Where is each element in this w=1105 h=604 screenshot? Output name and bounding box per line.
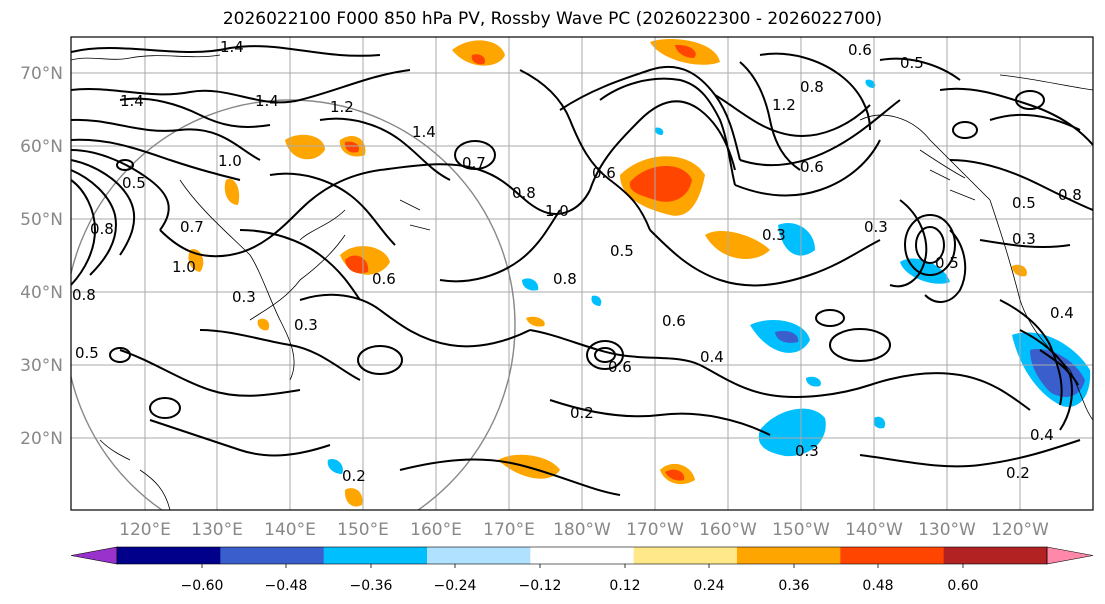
colorbar-segment (943, 547, 1048, 564)
lon-label: 150°W (772, 520, 830, 540)
colorbar-extend-low (70, 546, 118, 565)
lon-label: 170°E (483, 520, 535, 540)
contour-label: 0.7 (180, 218, 204, 236)
contour-label: 0.6 (848, 41, 872, 59)
contour-label: 0.6 (592, 164, 616, 182)
latitude-labels: 70°N 60°N 50°N 40°N 30°N 20°N (20, 64, 63, 449)
contour-label: 1.4 (120, 92, 144, 110)
lat-label-40n: 40°N (20, 283, 63, 303)
colorbar: −0.60 −0.48 −0.36 −0.24 −0.12 0.12 0.24 … (70, 546, 1094, 594)
colorbar-tick-label: −0.36 (350, 578, 393, 594)
colorbar-segments (70, 546, 1094, 568)
colorbar-frame (116, 546, 1048, 565)
contour-label: 0.3 (864, 218, 888, 236)
colorbar-tick-label: −0.60 (181, 578, 224, 594)
contour-label: 0.8 (1058, 186, 1082, 204)
colorbar-tick-label: 0.12 (609, 578, 640, 594)
closed-contours (109, 90, 1045, 419)
contour-label: 0.2 (1006, 464, 1030, 482)
colorbar-extend-high (1046, 546, 1094, 565)
contour-label: 0.3 (1012, 230, 1036, 248)
lat-label-50n: 50°N (20, 210, 63, 230)
colorbar-segment (220, 547, 325, 564)
contour-label: 0.5 (122, 174, 146, 192)
colorbar-segment (530, 547, 635, 564)
contour-label: 0.7 (462, 154, 486, 172)
contour-label: 1.0 (545, 202, 569, 220)
lat-label-30n: 30°N (20, 356, 63, 376)
colorbar-tick-label: 0.24 (693, 578, 724, 594)
contour-labels: 1.4 1.4 1.4 1.2 1.4 1.0 0.5 0.8 0.7 1.0 … (72, 38, 1082, 485)
colorbar-segment (117, 547, 221, 564)
lon-label: 180°W (553, 520, 611, 540)
contour-label: 0.6 (372, 270, 396, 288)
map-title: 2026022100 F000 850 hPa PV, Rossby Wave … (222, 9, 883, 29)
contour-label: 0.4 (1030, 426, 1054, 444)
colorbar-segment (840, 547, 945, 564)
contour-label: 1.2 (330, 98, 354, 116)
contour-label: 0.6 (662, 312, 686, 330)
contour-label: 0.2 (570, 404, 594, 422)
colorbar-segment (633, 547, 738, 564)
lon-label: 140°E (264, 520, 316, 540)
colorbar-tick-label: 0.60 (947, 578, 978, 594)
colorbar-segment (737, 547, 841, 564)
colorbar-segment (323, 547, 428, 564)
contour-label: 1.4 (412, 123, 436, 141)
lon-label: 120°W (991, 520, 1049, 540)
longitude-labels: 120°E 130°E 140°E 150°E 160°E 170°E 180°… (119, 520, 1049, 540)
contour-label: 0.3 (232, 288, 256, 306)
lon-label: 150°E (337, 520, 389, 540)
contour-label: 1.4 (220, 38, 244, 56)
lon-label: 160°W (699, 520, 757, 540)
contour-label: 1.0 (172, 258, 196, 276)
contour-label: 0.8 (800, 78, 824, 96)
contour-label: 0.3 (795, 442, 819, 460)
lon-label: 160°E (410, 520, 462, 540)
contour-label: 0.8 (90, 220, 114, 238)
contour-label: 0.8 (553, 270, 577, 288)
lon-label: 130°W (918, 520, 976, 540)
colorbar-tick-label: −0.48 (265, 578, 308, 594)
contour-label: 0.3 (294, 316, 318, 334)
lat-label-60n: 60°N (20, 137, 63, 157)
colorbar-tick-label: −0.12 (519, 578, 562, 594)
reference-circle (71, 99, 516, 510)
map-panel: 1.4 1.4 1.4 1.2 1.4 1.0 0.5 0.8 0.7 1.0 … (71, 37, 1093, 510)
colorbar-ticks: −0.60 −0.48 −0.36 −0.24 −0.12 0.12 0.24 … (181, 578, 979, 594)
pv-contours (71, 45, 1093, 496)
contour-label: 0.5 (75, 344, 99, 362)
lon-label: 170°W (626, 520, 684, 540)
contour-label: 1.4 (255, 92, 279, 110)
contour-label: 0.3 (762, 226, 786, 244)
lat-label-20n: 20°N (20, 429, 63, 449)
contour-label: 0.8 (512, 184, 536, 202)
colorbar-tick-label: −0.24 (434, 578, 477, 594)
contour-label: 1.2 (772, 96, 796, 114)
lon-label: 120°E (119, 520, 171, 540)
contour-label: 0.6 (608, 358, 632, 376)
contour-label: 0.2 (342, 467, 366, 485)
lon-label: 140°W (845, 520, 903, 540)
contour-label: 0.5 (610, 242, 634, 260)
contour-label: 0.4 (700, 348, 724, 366)
map-frame (70, 36, 1094, 511)
contour-label: 1.0 (218, 152, 242, 170)
lon-label: 130°E (191, 520, 243, 540)
contour-label: 0.4 (1050, 304, 1074, 322)
lat-label-70n: 70°N (20, 64, 63, 84)
contour-label: 0.5 (935, 254, 959, 272)
colorbar-tick-label: 0.48 (862, 578, 893, 594)
contour-label: 0.5 (900, 54, 924, 72)
contour-label: 0.5 (1012, 194, 1036, 212)
contour-label: 0.6 (800, 158, 824, 176)
contour-label: 0.8 (72, 286, 96, 304)
colorbar-segment (427, 547, 531, 564)
colorbar-tick-label: 0.36 (778, 578, 809, 594)
